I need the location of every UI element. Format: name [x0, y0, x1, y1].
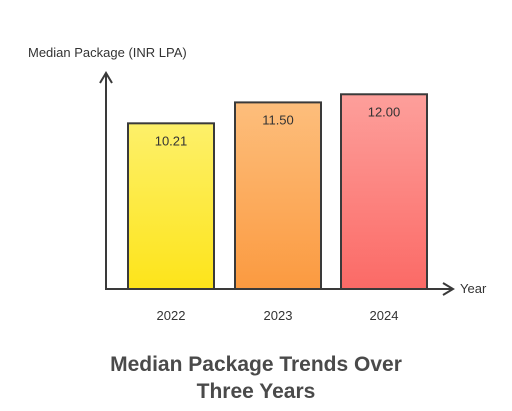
- bars-layer: [127, 93, 428, 290]
- value-label-2024: 12.00: [368, 104, 401, 119]
- category-label-2024: 2024: [370, 308, 399, 323]
- x-axis-label: Year: [460, 281, 487, 296]
- bar-2023: [234, 101, 322, 290]
- y-axis-label: Median Package (INR LPA): [28, 45, 187, 60]
- category-label-2022: 2022: [157, 308, 186, 323]
- value-label-2023: 11.50: [262, 112, 294, 127]
- bar-2024: [340, 93, 428, 290]
- chart-title-line-2: Three Years: [196, 380, 316, 403]
- category-label-2023: 2023: [264, 308, 293, 323]
- chart-title-line-1: Median Package Trends Over: [110, 353, 402, 376]
- axes: [105, 74, 452, 290]
- labels-layer: 10.21 2022 11.50 2023 12.00 2024: [155, 104, 401, 323]
- value-label-2022: 10.21: [155, 133, 188, 148]
- y-axis-arrow: [99, 71, 113, 84]
- bar-2022: [127, 122, 215, 290]
- x-axis-arrow: [442, 282, 455, 296]
